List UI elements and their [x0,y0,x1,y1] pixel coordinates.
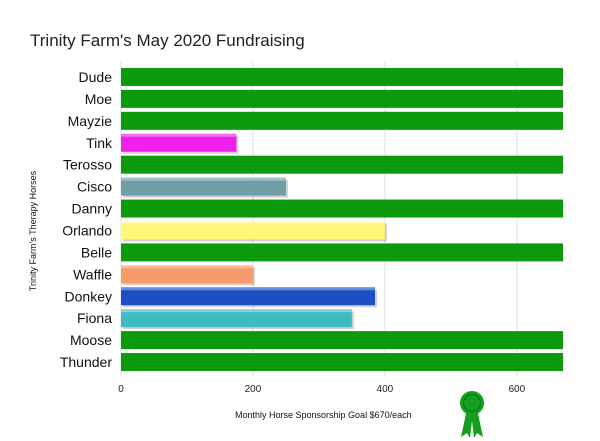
bar-highlight [121,265,253,269]
bar-cisco [121,177,286,196]
category-label: Belle [81,244,112,260]
bar-highlight [121,133,237,137]
bar-fiona [121,309,352,328]
chart-title: Trinity Farm's May 2020 Fundraising [30,31,305,50]
bar-waffle [121,265,253,284]
ribbon-icon [460,391,484,438]
category-label: Donkey [65,288,112,304]
x-axis-label: Monthly Horse Sponsorship Goal $670/each [235,410,412,420]
category-label: Dude [79,69,113,85]
category-label: Mayzie [68,113,113,129]
category-label: Thunder [60,354,112,370]
bar-moe [121,89,563,108]
grid-lines [120,62,518,377]
bar-moose [121,331,563,350]
bar-terosso [121,155,563,174]
bar-tink [121,133,237,152]
bar-highlight [121,221,385,225]
bar-highlight [121,309,352,313]
bar-mayzie [121,111,563,130]
bar-dude [121,67,563,86]
bar-donkey [121,287,375,306]
bar-orlando [121,221,385,240]
bar-thunder [121,353,563,372]
bar-highlight [121,287,375,291]
category-label: Terosso [63,157,112,173]
x-tick-label: 400 [377,384,394,395]
category-label: Waffle [73,266,112,282]
category-label: Fiona [77,310,112,326]
y-axis-label: Trinity Farm's Therapy Horses [28,170,38,291]
category-label: Moose [70,332,112,348]
category-label: Orlando [62,222,112,238]
x-tick-label: 0 [118,384,124,395]
x-tick-labels: 0 200 400 600 [118,384,525,395]
category-label: Moe [85,91,112,107]
bars [121,67,563,372]
category-label: Danny [72,201,112,217]
category-labels: Dude Moe Mayzie Tink Terosso Cisco Danny Orland… [60,69,113,370]
bar-belle [121,243,563,262]
category-label: Cisco [77,179,112,195]
x-tick-label: 600 [508,384,525,395]
category-label: Tink [86,135,113,151]
bar-highlight [121,177,286,181]
bar-danny [121,199,563,218]
x-tick-label: 200 [245,384,262,395]
